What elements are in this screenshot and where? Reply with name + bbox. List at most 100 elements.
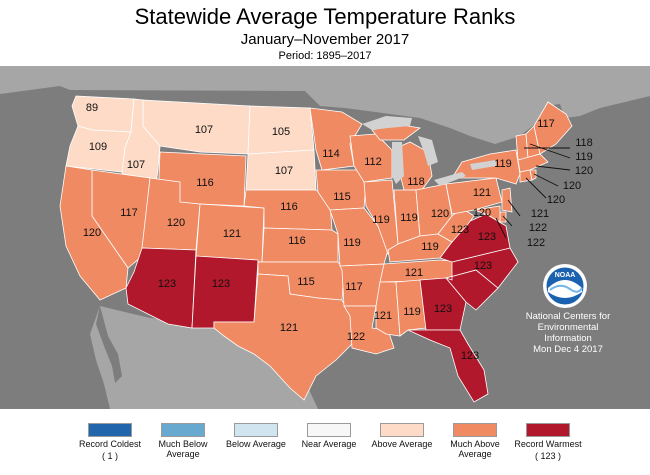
lake-superior: [362, 116, 412, 130]
lake-huron: [418, 136, 438, 166]
rank-WA: 89: [86, 102, 98, 114]
rank-LA: 122: [347, 331, 365, 343]
mexico-land: [100, 306, 318, 409]
rank-AL: 119: [403, 306, 421, 318]
legend-item-above: Above Average: [364, 415, 440, 449]
rank-MD: 122: [527, 237, 545, 249]
rank-IA: 115: [333, 191, 351, 203]
rank-NM: 123: [212, 278, 230, 290]
legend-item-record-coldest: Record Coldest ( 1 ): [72, 415, 148, 461]
temperature-rank-map: 89 109 107 107 105 107 116 117 120 120 1…: [0, 66, 650, 409]
rank-MI: 118: [407, 176, 425, 188]
rank-NE: 116: [280, 201, 298, 213]
legend-swatch: [307, 423, 351, 437]
legend-swatch: [234, 423, 278, 437]
rank-MA: 120: [575, 165, 593, 177]
rank-VA: 123: [451, 224, 469, 236]
state-DE[interactable]: [499, 211, 507, 223]
legend-label: Record Coldest: [78, 439, 142, 449]
rank-UT: 120: [167, 217, 185, 229]
rank-SC: 123: [474, 260, 492, 272]
credit-block: National Centers for Environmental Infor…: [508, 311, 628, 355]
rank-KS: 116: [288, 235, 306, 247]
rank-WV: 120: [473, 207, 491, 219]
rank-NV: 117: [120, 207, 138, 219]
credit-date: Mon Dec 4 2017: [533, 344, 603, 355]
legend-swatch: [453, 423, 497, 437]
state-IL[interactable]: [363, 179, 399, 255]
legend-label: Below Average: [226, 439, 286, 449]
rank-NC: 123: [478, 231, 496, 243]
rank-MT: 107: [195, 124, 213, 136]
rank-WI: 112: [364, 156, 382, 168]
rank-OK: 115: [297, 276, 315, 288]
lake-michigan: [392, 142, 404, 184]
state-MD[interactable]: [473, 205, 501, 223]
credit-line-2: Environmental: [537, 322, 599, 333]
state-WV[interactable]: [437, 207, 475, 243]
rank-MN: 114: [322, 148, 340, 160]
legend-label: Much Above Average: [450, 439, 500, 459]
rank-IN: 119: [400, 212, 418, 224]
state-GA[interactable]: [419, 277, 467, 331]
legend-swatch: [88, 423, 132, 437]
rank-ID: 107: [127, 159, 145, 171]
rank-FL: 123: [461, 350, 479, 362]
rank-TX: 121: [280, 322, 298, 334]
state-KS[interactable]: [261, 227, 339, 263]
state-MN[interactable]: [309, 107, 363, 171]
legend-label: Near Average: [301, 439, 357, 449]
rank-DE: 122: [529, 222, 547, 234]
legend-swatch: [526, 423, 570, 437]
legend-sub: ( 1 ): [101, 451, 118, 461]
rank-MO: 119: [343, 237, 361, 249]
rank-OR: 109: [89, 141, 107, 153]
rank-CA: 120: [83, 227, 101, 239]
rank-TN: 121: [405, 267, 423, 279]
rank-NY: 119: [494, 158, 512, 170]
rank-AR: 117: [345, 281, 363, 293]
state-NM[interactable]: [191, 255, 259, 329]
rank-CT: 120: [547, 194, 565, 206]
legend-item-below: Below Average: [218, 415, 294, 449]
rank-IL: 119: [372, 214, 390, 226]
state-MO[interactable]: [329, 207, 389, 267]
legend-label: Record Warmest: [514, 439, 582, 449]
rank-NJ: 121: [531, 208, 549, 220]
rank-OH: 120: [431, 208, 449, 220]
rank-KY: 119: [421, 241, 439, 253]
state-LA[interactable]: [343, 305, 395, 355]
noaa-logo: NOAA: [543, 264, 587, 308]
state-PA[interactable]: [445, 177, 503, 215]
legend-sub: ( 123 ): [534, 451, 561, 461]
rank-PA: 121: [473, 187, 491, 199]
state-NJ[interactable]: [501, 187, 513, 213]
map-title: Statewide Average Temperature Ranks: [134, 4, 516, 29]
credit-line-1: National Centers for: [525, 311, 611, 322]
legend-item-near: Near Average: [291, 415, 367, 449]
rank-GA: 123: [434, 303, 452, 315]
legend-swatch: [161, 423, 205, 437]
rank-NH: 118: [575, 137, 593, 149]
lake-erie: [434, 172, 466, 186]
map-period: Period: 1895–2017: [278, 50, 372, 62]
leader-lines: [495, 143, 571, 239]
rank-AZ: 123: [158, 278, 176, 290]
noaa-logo-text: NOAA: [555, 272, 576, 279]
baja-peninsula: [90, 306, 122, 409]
legend: Record Coldest ( 1 ) Much Below Average …: [0, 415, 650, 475]
rank-ND: 105: [272, 126, 290, 138]
legend-label: Above Average: [371, 439, 433, 449]
state-AL[interactable]: [395, 279, 427, 337]
rank-WY: 116: [196, 177, 214, 189]
state-NC[interactable]: [444, 247, 519, 289]
legend-label: Much Below Average: [158, 439, 208, 459]
state-FL[interactable]: [407, 329, 489, 403]
rank-RI: 120: [563, 180, 581, 192]
legend-item-much-below: Much Below Average: [145, 415, 221, 459]
state-TX[interactable]: [213, 273, 355, 401]
canada-land: [0, 66, 650, 144]
rank-CO: 121: [223, 228, 241, 240]
state-RI[interactable]: [529, 169, 537, 181]
state-CA[interactable]: [59, 165, 129, 301]
